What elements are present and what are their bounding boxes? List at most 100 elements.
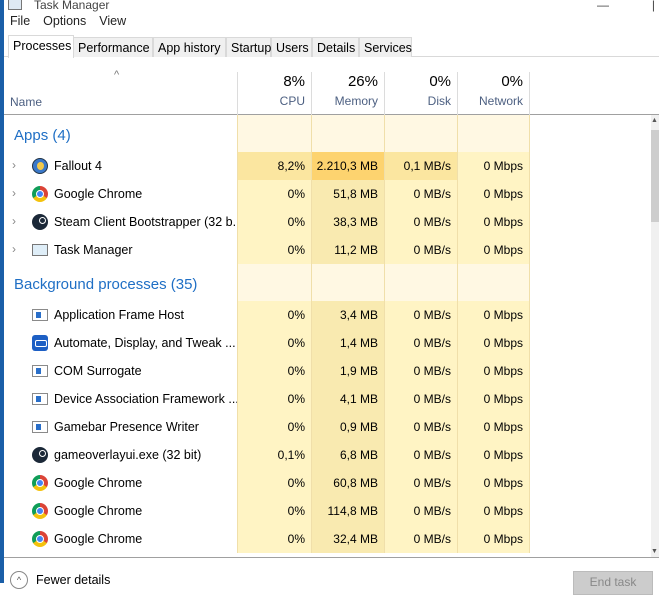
network-percent: 0% [501, 73, 523, 90]
header-disk[interactable]: 0% Disk [384, 72, 457, 115]
network-cell: 0 Mbps [457, 441, 530, 469]
process-row[interactable]: Device Association Framework ... 0% 4,1 MB… [4, 385, 651, 413]
close-button[interactable]: | [651, 0, 655, 12]
process-row[interactable]: › Google Chrome 0% 51,8 MB 0 MB/s 0 Mbps [4, 180, 651, 208]
header-network[interactable]: 0% Network [457, 72, 530, 115]
vertical-scrollbar[interactable]: ▲ ▼ [651, 115, 659, 557]
group-cell [311, 264, 384, 301]
disk-cell: 0,1 MB/s [384, 152, 457, 180]
process-row[interactable]: Automate, Display, and Tweak ... 0% 1,4 MB… [4, 329, 651, 357]
menu-view[interactable]: View [99, 14, 127, 28]
disk-cell: 0 MB/s [384, 497, 457, 525]
scrollbar-thumb[interactable] [651, 130, 659, 222]
menu-options[interactable]: Options [43, 14, 87, 28]
memory-cell: 4,1 MB [311, 385, 384, 413]
app-frame-icon [32, 393, 48, 405]
scroll-down-icon[interactable]: ▼ [651, 548, 658, 555]
chrome-icon [32, 475, 48, 491]
cpu-cell: 0% [237, 208, 311, 236]
group-title: Apps (4) [14, 127, 71, 144]
chrome-icon [32, 531, 48, 547]
group-cell [384, 264, 457, 301]
memory-cell: 3,4 MB [311, 301, 384, 329]
process-name: COM Surrogate [54, 364, 142, 378]
chevron-up-circle-icon: ^ [10, 571, 28, 589]
cpu-cell: 0% [237, 497, 311, 525]
disk-cell: 0 MB/s [384, 180, 457, 208]
tab-users[interactable]: Users [271, 37, 312, 57]
header-memory[interactable]: 26% Memory [311, 72, 384, 115]
cpu-percent: 8% [283, 73, 305, 90]
cpu-cell: 0% [237, 413, 311, 441]
tab-services[interactable]: Services [359, 37, 412, 57]
task-manager-window: Task Manager — | File Options View Proce… [4, 0, 659, 595]
network-cell: 0 Mbps [457, 525, 530, 553]
memory-cell: 1,4 MB [311, 329, 384, 357]
header-cpu[interactable]: 8% CPU [237, 72, 311, 115]
fewer-details-button[interactable]: ^ Fewer details [10, 571, 110, 589]
menu-bar: File Options View [10, 14, 126, 28]
cpu-cell: 0,1% [237, 441, 311, 469]
menu-file[interactable]: File [10, 14, 31, 28]
memory-cell: 60,8 MB [311, 469, 384, 497]
end-task-button[interactable]: End task [573, 571, 653, 595]
tab-performance[interactable]: Performance [73, 37, 153, 57]
cpu-cell: 0% [237, 329, 311, 357]
process-name: Task Manager [54, 243, 133, 257]
tab-processes[interactable]: Processes [8, 35, 74, 58]
column-header: ^ Name 8% CPU 26% Memory 0% Disk 0% Network [4, 57, 659, 115]
tab-startup[interactable]: Startup [226, 37, 271, 57]
minimize-button[interactable]: — [597, 0, 609, 12]
process-row[interactable]: Google Chrome 0% 114,8 MB 0 MB/s 0 Mbps [4, 497, 651, 525]
network-cell: 0 Mbps [457, 236, 530, 264]
network-cell: 0 Mbps [457, 208, 530, 236]
network-cell: 0 Mbps [457, 357, 530, 385]
process-row[interactable]: Application Frame Host 0% 3,4 MB 0 MB/s 0 Mb… [4, 301, 651, 329]
header-name[interactable]: Name [10, 95, 43, 109]
process-row[interactable]: Google Chrome 0% 60,8 MB 0 MB/s 0 Mbps [4, 469, 651, 497]
process-row[interactable]: › Steam Client Bootstrapper (32 b... 0% 38,… [4, 208, 651, 236]
disk-cell: 0 MB/s [384, 208, 457, 236]
memory-percent: 26% [347, 73, 378, 90]
process-row[interactable]: gameoverlayui.exe (32 bit) 0,1% 6,8 MB 0 MB… [4, 441, 651, 469]
chrome-icon [32, 186, 48, 202]
tab-details[interactable]: Details [312, 37, 359, 57]
network-cell: 0 Mbps [457, 385, 530, 413]
network-cell: 0 Mbps [457, 152, 530, 180]
cpu-cell: 0% [237, 469, 311, 497]
group-cell [311, 115, 384, 152]
expand-chevron-icon[interactable]: › [12, 242, 16, 256]
divider [4, 557, 659, 558]
process-row[interactable]: Google Chrome 0% 32,4 MB 0 MB/s 0 Mbps [4, 525, 651, 553]
group-cell [384, 115, 457, 152]
title-bar: Task Manager — | [4, 0, 659, 13]
process-row[interactable]: Gamebar Presence Writer 0% 0,9 MB 0 MB/s 0 M… [4, 413, 651, 441]
expand-chevron-icon[interactable]: › [12, 186, 16, 200]
desktop-edge [0, 0, 4, 583]
disk-cell: 0 MB/s [384, 357, 457, 385]
disk-percent: 0% [429, 73, 451, 90]
memory-cell: 6,8 MB [311, 441, 384, 469]
expand-chevron-icon[interactable]: › [12, 214, 16, 228]
process-row[interactable]: › Fallout 4 8,2% 2.210,3 MB 0,1 MB/s 0 Mbps [4, 152, 651, 180]
disk-cell: 0 MB/s [384, 385, 457, 413]
expand-chevron-icon[interactable]: › [12, 158, 16, 172]
sort-caret-icon[interactable]: ^ [114, 69, 120, 81]
memory-cell: 0,9 MB [311, 413, 384, 441]
disk-cell: 0 MB/s [384, 301, 457, 329]
cpu-cell: 0% [237, 180, 311, 208]
scroll-up-icon[interactable]: ▲ [651, 117, 658, 124]
group-cell [457, 264, 530, 301]
disk-label: Disk [427, 94, 451, 108]
process-row[interactable]: › Task Manager 0% 11,2 MB 0 MB/s 0 Mbps [4, 236, 651, 264]
memory-cell: 51,8 MB [311, 180, 384, 208]
memory-label: Memory [334, 94, 378, 108]
tab-app-history[interactable]: App history [153, 37, 226, 57]
process-row[interactable]: COM Surrogate 0% 1,9 MB 0 MB/s 0 Mbps [4, 357, 651, 385]
process-name: Device Association Framework ... [54, 392, 239, 406]
process-name: Google Chrome [54, 476, 143, 490]
process-name: Fallout 4 [54, 159, 102, 173]
memory-cell: 2.210,3 MB [311, 152, 384, 180]
window-title: Task Manager [34, 0, 110, 12]
cpu-cell: 0% [237, 357, 311, 385]
